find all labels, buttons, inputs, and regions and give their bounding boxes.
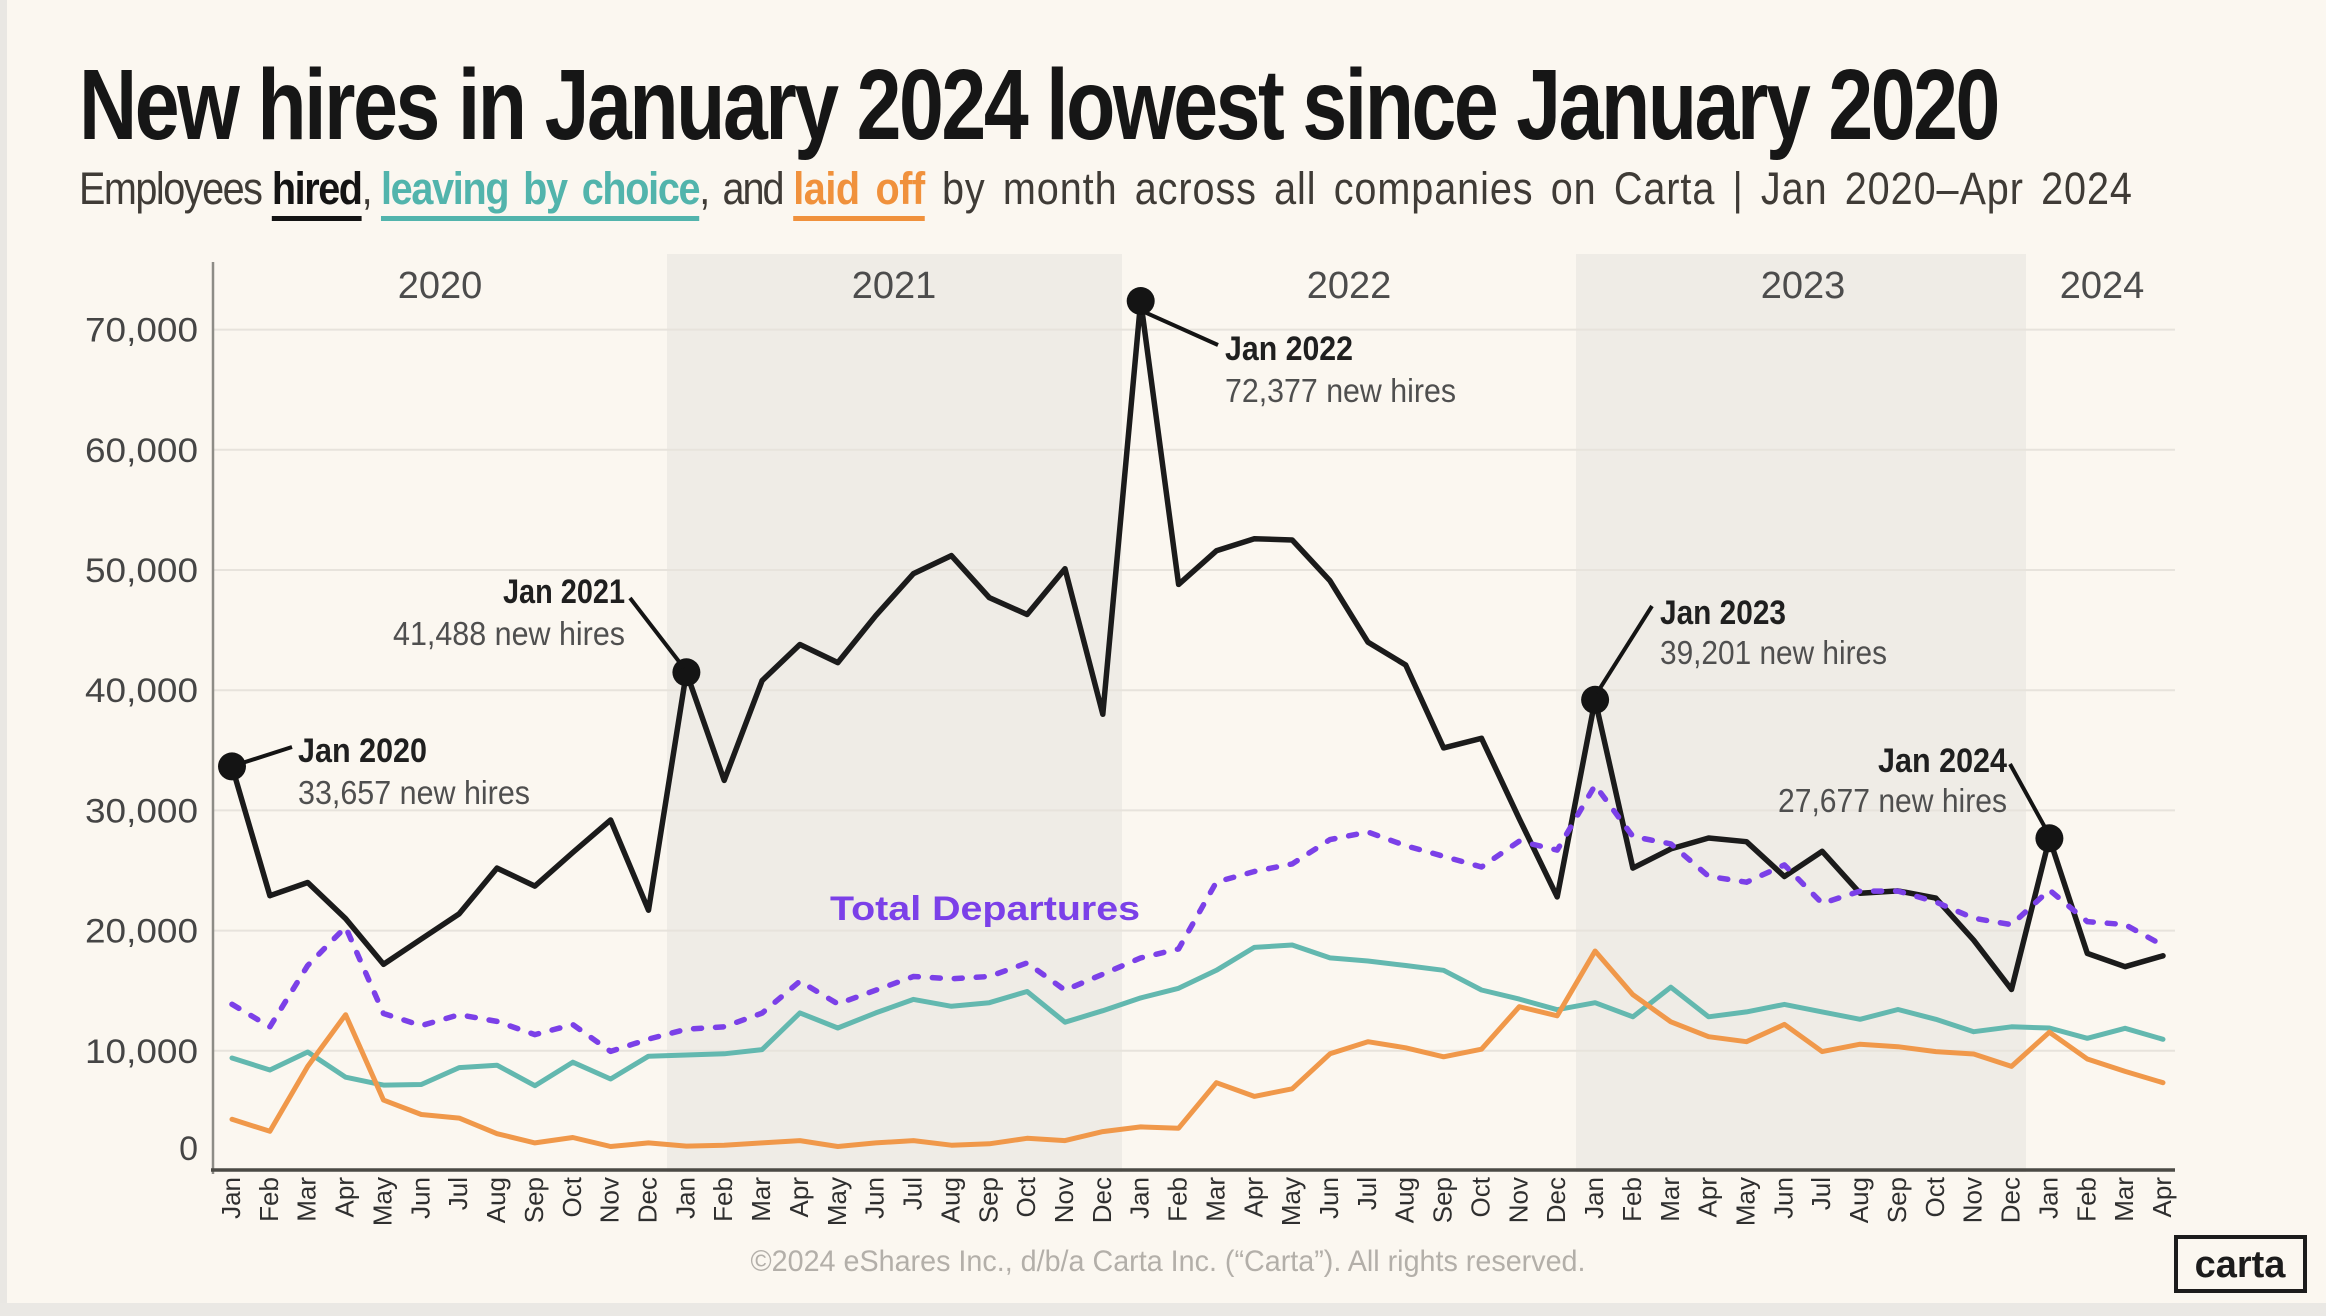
svg-text:Jan: Jan [216, 1177, 246, 1219]
svg-text:May: May [822, 1177, 852, 1226]
svg-text:40,000: 40,000 [85, 672, 198, 710]
svg-text:60,000: 60,000 [85, 432, 198, 470]
svg-text:Nov: Nov [1958, 1177, 1988, 1223]
svg-text:33,657 new hires: 33,657 new hires [298, 774, 530, 811]
svg-text:Jan: Jan [2033, 1177, 2063, 1219]
svg-text:Nov: Nov [1049, 1177, 1079, 1223]
svg-text:Mar: Mar [1655, 1177, 1685, 1222]
svg-text:Oct: Oct [557, 1176, 587, 1217]
svg-text:Mar: Mar [746, 1177, 776, 1222]
svg-text:Mar: Mar [2109, 1177, 2139, 1222]
svg-text:Jan 2023: Jan 2023 [1660, 594, 1786, 632]
svg-text:41,488 new hires: 41,488 new hires [393, 615, 625, 652]
svg-text:Oct: Oct [1920, 1176, 1950, 1217]
svg-text:39,201 new hires: 39,201 new hires [1660, 634, 1887, 671]
svg-text:Jan 2024: Jan 2024 [1878, 742, 2007, 780]
svg-text:Jul: Jul [1806, 1177, 1836, 1210]
svg-text:Apr: Apr [330, 1177, 360, 1218]
svg-text:Dec: Dec [1087, 1177, 1117, 1223]
svg-text:Aug: Aug [935, 1177, 965, 1223]
svg-text:2022: 2022 [1307, 265, 1392, 307]
svg-text:Aug: Aug [481, 1177, 511, 1223]
svg-text:72,377 new hires: 72,377 new hires [1225, 372, 1456, 409]
svg-text:70,000: 70,000 [85, 312, 198, 350]
svg-text:Sep: Sep [1882, 1177, 1912, 1223]
svg-text:Dec: Dec [1996, 1177, 2026, 1223]
svg-text:May: May [368, 1177, 398, 1226]
svg-text:Sep: Sep [1428, 1177, 1458, 1223]
svg-text:Dec: Dec [1541, 1177, 1571, 1223]
svg-text:Oct: Oct [1011, 1176, 1041, 1217]
svg-text:2020: 2020 [398, 265, 483, 307]
svg-text:0: 0 [179, 1130, 198, 1168]
svg-text:Feb: Feb [1163, 1177, 1193, 1222]
svg-text:Jan 2020: Jan 2020 [298, 732, 427, 770]
svg-text:10,000: 10,000 [85, 1033, 198, 1071]
svg-text:Aug: Aug [1390, 1177, 1420, 1223]
svg-text:Jan: Jan [1125, 1177, 1155, 1219]
svg-text:Jun: Jun [1314, 1177, 1344, 1219]
svg-text:Dec: Dec [633, 1177, 663, 1223]
svg-text:Aug: Aug [1844, 1177, 1874, 1223]
svg-text:Feb: Feb [254, 1177, 284, 1222]
svg-text:Jun: Jun [860, 1177, 890, 1219]
svg-text:Mar: Mar [292, 1177, 322, 1222]
svg-text:27,677 new hires: 27,677 new hires [1778, 782, 2007, 819]
svg-text:May: May [1276, 1177, 1306, 1226]
svg-text:Oct: Oct [1466, 1176, 1496, 1217]
svg-text:Apr: Apr [2147, 1177, 2177, 1218]
svg-text:Feb: Feb [2071, 1177, 2101, 1222]
svg-text:Apr: Apr [1238, 1177, 1268, 1218]
svg-text:Sep: Sep [519, 1177, 549, 1223]
svg-text:©2024 eShares Inc., d/b/a Cart: ©2024 eShares Inc., d/b/a Carta Inc. (“C… [751, 1245, 1586, 1278]
svg-text:Jun: Jun [1768, 1177, 1798, 1219]
svg-text:Jul: Jul [1352, 1177, 1382, 1210]
svg-text:2023: 2023 [1761, 265, 1846, 307]
svg-text:Feb: Feb [708, 1177, 738, 1222]
svg-text:Jul: Jul [898, 1177, 928, 1210]
svg-text:Nov: Nov [595, 1177, 625, 1223]
svg-text:50,000: 50,000 [85, 552, 198, 590]
svg-text:Mar: Mar [1200, 1177, 1230, 1222]
svg-text:Jul: Jul [443, 1177, 473, 1210]
svg-text:Jan 2022: Jan 2022 [1225, 330, 1353, 368]
svg-text:Jan: Jan [670, 1177, 700, 1219]
svg-text:Jan: Jan [1579, 1177, 1609, 1219]
svg-text:Nov: Nov [1503, 1177, 1533, 1223]
svg-text:30,000: 30,000 [85, 792, 198, 830]
svg-text:Sep: Sep [973, 1177, 1003, 1223]
svg-text:20,000: 20,000 [85, 913, 198, 951]
svg-text:Apr: Apr [784, 1177, 814, 1218]
svg-text:Jan 2021: Jan 2021 [503, 573, 625, 611]
svg-text:Jun: Jun [405, 1177, 435, 1219]
svg-text:Apr: Apr [1693, 1177, 1723, 1218]
svg-text:2024: 2024 [2060, 265, 2145, 307]
svg-text:Total Departures: Total Departures [830, 890, 1140, 928]
svg-text:carta: carta [2195, 1244, 2287, 1286]
svg-text:2021: 2021 [852, 265, 937, 307]
svg-text:May: May [1731, 1177, 1761, 1226]
svg-text:Feb: Feb [1617, 1177, 1647, 1222]
